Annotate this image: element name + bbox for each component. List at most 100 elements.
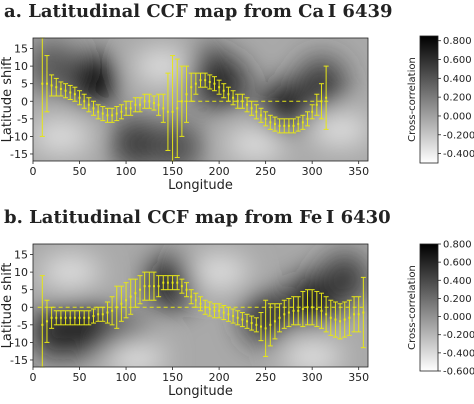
- panel-b-title: b. Latitudinal CCF map from Fe I 6430: [4, 207, 391, 228]
- x-tick-label-b-7: 350: [348, 371, 369, 384]
- errorbar-point-b-6: [67, 310, 73, 326]
- errorbar-point-b-2: [49, 306, 55, 329]
- errorbar-point-b-42: [235, 310, 241, 326]
- errorbar-point-b-17: [118, 285, 124, 322]
- heatmap-light-region-b-3: [282, 340, 343, 367]
- errorbar-point-b-4: [58, 310, 64, 326]
- x-axis-label-a: Longitude: [168, 178, 233, 193]
- errorbar-point-b-25: [156, 275, 162, 298]
- colorbar-tick-label-a-5: -0.200: [443, 130, 474, 141]
- errorbar-point-b-67: [351, 296, 357, 333]
- colorbar-tick-label-b-0: 0.800: [443, 240, 472, 251]
- errorbar-point-b-18: [123, 282, 129, 319]
- errorbar-point-a-45: [249, 100, 255, 116]
- colorbar-a: [419, 35, 439, 164]
- heatmap-light-region-b-0: [40, 256, 101, 289]
- errorbar-point-b-3: [53, 310, 59, 326]
- plot-frame-a: [32, 37, 369, 162]
- errorbar-point-a-51: [277, 118, 283, 134]
- errorbar-point-a-34: [198, 72, 203, 88]
- errorbar-point-b-23: [146, 271, 152, 301]
- errorbar-point-a-46: [253, 104, 259, 120]
- x-axis-label-b: Longitude: [168, 384, 233, 399]
- colorbar-tick-label-a-6: -0.400: [443, 149, 474, 160]
- errorbar-point-a-20: [132, 97, 138, 113]
- errorbar-point-b-19: [128, 278, 134, 315]
- errorbar-point-b-29: [174, 275, 180, 291]
- colorbar-tick-label-b-7: -0.600: [443, 367, 474, 378]
- errorbar-point-a-10: [86, 97, 92, 113]
- colorbar-tick-label-a-1: 0.600: [443, 55, 472, 66]
- errorbar-point-a-38: [216, 79, 222, 95]
- errorbar-point-a-31: [184, 65, 190, 123]
- heatmap-dark-region-b-1: [64, 302, 113, 355]
- colorbar-b: [419, 243, 439, 372]
- errorbar-point-b-41: [230, 308, 236, 324]
- errorbar-point-b-20: [132, 278, 138, 308]
- errorbar-point-a-59: [314, 93, 320, 116]
- errorbar-point-b-38: [216, 303, 222, 319]
- errorbar-point-a-8: [77, 90, 83, 106]
- x-tick-label-b-4: 200: [209, 371, 230, 384]
- errorbar-point-b-35: [202, 299, 208, 315]
- errorbar-point-b-26: [160, 275, 166, 291]
- colorbar-tick-label-b-1: 0.600: [443, 258, 472, 269]
- errorbar-series-b: [39, 271, 366, 368]
- errorbar-point-b-31: [184, 282, 190, 298]
- errorbar-point-b-58: [309, 289, 315, 326]
- x-tick-label-a-3: 150: [162, 165, 183, 178]
- x-tick-label-a-1: 50: [73, 165, 87, 178]
- panel-b: 0 50 100 150 200 250 300 350 -15 -10 -5 0 5 10 15 Longi…: [0, 240, 474, 400]
- errorbar-point-a-24: [151, 95, 157, 111]
- heatmap-dark-region-a-0: [69, 54, 118, 107]
- colorbar-tick-label-b-4: 0.000: [443, 312, 472, 323]
- colorbar-tick-label-a-0: 0.800: [443, 36, 472, 47]
- errorbar-point-a-18: [123, 100, 129, 116]
- colorbar-tick-label-a-4: 0.000: [443, 111, 472, 122]
- errorbar-point-b-64: [337, 303, 343, 340]
- errorbar-point-b-50: [272, 303, 278, 340]
- plot-frame-b: [32, 243, 369, 368]
- panel-a-title: a. Latitudinal CCF map from Ca I 6439: [4, 1, 393, 22]
- errorbar-point-a-37: [211, 76, 217, 92]
- errorbar-point-a-30: [179, 65, 185, 137]
- errorbar-point-a-42: [235, 93, 241, 109]
- colorbar-tick-label-a-3: 0.200: [443, 93, 472, 104]
- errorbar-point-b-62: [328, 299, 334, 336]
- errorbar-point-b-9: [81, 310, 87, 326]
- errorbar-point-b-14: [104, 301, 110, 324]
- errorbar-point-a-57: [305, 111, 311, 127]
- errorbar-point-a-11: [90, 100, 96, 116]
- colorbar-tick-label-b-6: -0.400: [443, 348, 474, 359]
- errorbar-point-a-13: [100, 106, 106, 122]
- errorbar-point-b-57: [305, 289, 311, 326]
- colorbar-tick-label-b-5: -0.200: [443, 330, 474, 341]
- colorbar-label-b: Cross-correlation: [407, 265, 418, 350]
- errorbar-point-a-26: [160, 93, 166, 123]
- errorbar-point-a-47: [258, 107, 264, 123]
- errorbar-point-a-4: [58, 81, 64, 97]
- x-tick-label-a-5: 250: [255, 165, 276, 178]
- colorbar-tick-label-b-2: 0.400: [443, 276, 472, 287]
- y-tick-label-a-3: 0: [21, 95, 28, 108]
- colorbar-tick-label-a-2: 0.400: [443, 74, 472, 85]
- errorbar-point-a-53: [286, 118, 292, 134]
- errorbar-point-b-48: [263, 299, 269, 357]
- errorbar-point-a-2: [49, 74, 55, 97]
- errorbar-point-a-48: [263, 111, 269, 127]
- errorbar-point-b-63: [332, 301, 338, 338]
- errorbar-point-a-50: [272, 116, 278, 132]
- errorbar-point-a-23: [146, 93, 152, 109]
- errorbar-point-a-27: [165, 72, 171, 151]
- errorbar-point-a-19: [128, 100, 134, 116]
- errorbar-point-b-66: [346, 299, 352, 336]
- errorbar-point-a-22: [142, 93, 148, 109]
- errorbar-point-b-12: [95, 306, 101, 322]
- errorbar-point-b-15: [109, 296, 115, 326]
- errorbar-point-a-5: [63, 83, 69, 99]
- errorbar-point-a-43: [239, 93, 245, 109]
- errorbar-point-b-10: [86, 310, 92, 326]
- x-tick-label-a-0: 0: [30, 165, 37, 178]
- y-tick-label-b-4: 5: [21, 284, 28, 297]
- errorbar-point-b-68: [356, 296, 362, 333]
